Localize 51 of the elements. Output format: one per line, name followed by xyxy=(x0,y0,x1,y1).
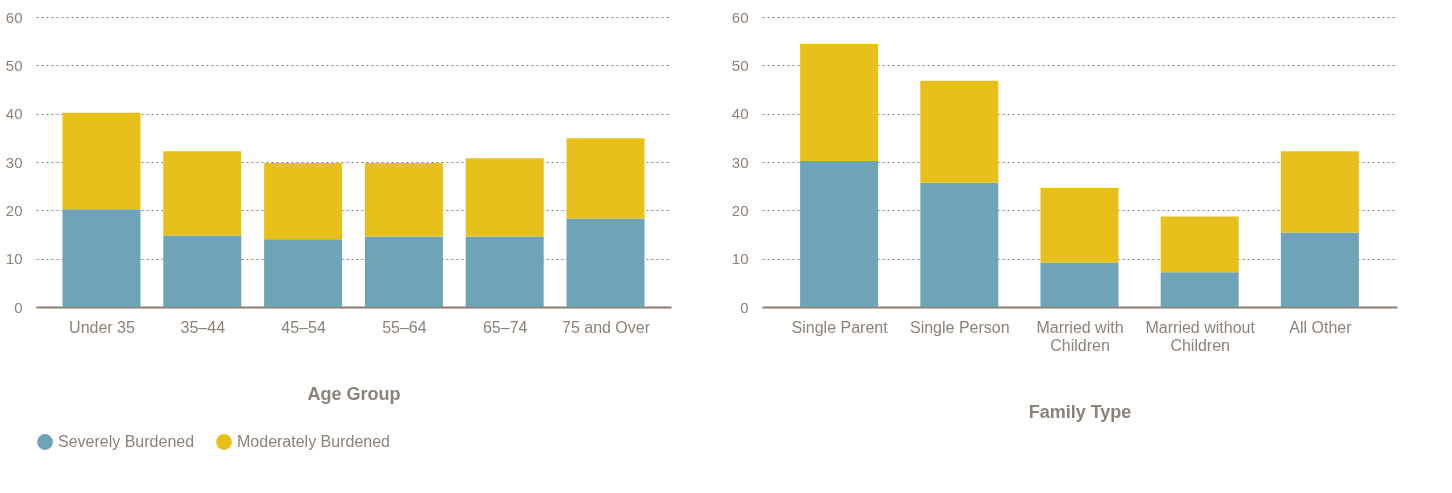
bar xyxy=(1040,188,1119,263)
y-tick-label: 10 xyxy=(5,250,23,268)
bar xyxy=(920,80,999,183)
x-tick-label: 45–54 xyxy=(281,318,326,336)
bar xyxy=(566,218,645,307)
y-tick-label: 50 xyxy=(731,56,749,74)
x-tick-label: 65–74 xyxy=(482,318,528,336)
bar xyxy=(364,162,443,237)
y-tick-label: 40 xyxy=(731,105,749,123)
bar xyxy=(465,236,544,307)
bar xyxy=(1040,262,1119,307)
bar xyxy=(163,235,242,307)
x-tick-label: Under 35 xyxy=(69,318,135,336)
bar xyxy=(1160,272,1239,307)
bar xyxy=(264,239,343,307)
x-axis-title: Family Type xyxy=(1028,401,1132,422)
bar xyxy=(465,158,544,237)
y-tick-label: 40 xyxy=(5,105,23,123)
y-tick-label: 20 xyxy=(5,201,23,219)
x-tick-label: 35–44 xyxy=(180,318,226,336)
bar xyxy=(163,151,242,236)
bar xyxy=(62,209,141,307)
y-tick-label: 0 xyxy=(14,298,23,316)
x-tick-label: Single Person xyxy=(910,318,1010,336)
y-tick-label: 30 xyxy=(731,153,749,171)
x-tick-label: 75 and Over xyxy=(561,318,651,336)
y-tick-label: 20 xyxy=(731,201,749,219)
bar xyxy=(800,161,879,307)
y-tick-label: 60 xyxy=(5,8,23,26)
x-axis-title: Age Group xyxy=(307,383,401,404)
x-tick-label: Married without Children xyxy=(1145,318,1256,354)
legend-label: Moderately Burdened xyxy=(237,433,390,450)
y-tick-label: 60 xyxy=(731,8,749,26)
x-tick-label: All Other xyxy=(1289,318,1353,336)
bar xyxy=(566,138,645,219)
x-tick-label: Single Parent xyxy=(791,318,889,336)
legend-label: Severely Burdened xyxy=(58,433,195,450)
bar xyxy=(1280,151,1359,233)
bar xyxy=(920,182,999,307)
bar xyxy=(800,44,879,162)
y-tick-label: 10 xyxy=(731,250,749,268)
x-tick-label: Married with Children xyxy=(1036,318,1124,354)
y-tick-label: 30 xyxy=(5,153,23,171)
bar xyxy=(1280,232,1359,307)
bar xyxy=(264,162,343,240)
x-tick-label: 55–64 xyxy=(382,318,427,336)
y-tick-label: 0 xyxy=(740,298,749,316)
bar xyxy=(1160,216,1239,273)
y-tick-label: 50 xyxy=(5,56,23,74)
bar xyxy=(364,236,443,307)
bar xyxy=(62,112,141,210)
